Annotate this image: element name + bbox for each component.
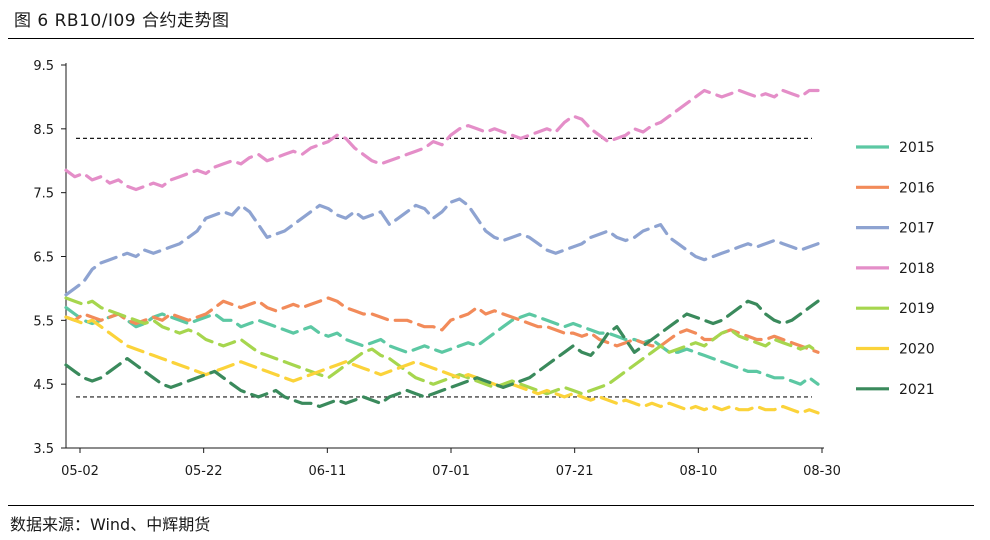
series-line-2021 [64, 299, 820, 409]
chart-title: 图 6 RB10/I09 合约走势图 [14, 11, 230, 31]
y-tick-label: 6.5 [33, 251, 54, 266]
series-line-2016 [64, 296, 820, 354]
bottom-rule [8, 505, 974, 506]
x-tick-label: 08-30 [803, 464, 841, 479]
y-tick-label: 7.5 [33, 187, 54, 202]
series-line-2017 [64, 197, 820, 297]
legend-label-2020: 2020 [899, 342, 935, 358]
x-tick-label: 06-11 [308, 464, 346, 479]
series-line-2015 [64, 306, 820, 386]
legend-label-2016: 2016 [899, 180, 935, 196]
legend-label-2021: 2021 [899, 382, 935, 398]
series-line-2020 [64, 315, 820, 415]
y-tick-label: 9.5 [33, 59, 54, 74]
top-rule [8, 38, 974, 39]
legend-label-2018: 2018 [899, 261, 935, 277]
x-tick-label: 05-02 [61, 464, 99, 479]
y-tick-label: 3.5 [33, 442, 54, 457]
y-tick-label: 4.5 [33, 378, 54, 393]
x-tick-label: 07-21 [556, 464, 594, 479]
x-tick-label: 07-01 [432, 464, 470, 479]
y-tick-label: 8.5 [33, 123, 54, 138]
legend-label-2017: 2017 [899, 221, 935, 237]
legend-label-2019: 2019 [899, 301, 935, 317]
legend-label-2015: 2015 [899, 140, 935, 156]
data-source: 数据来源：Wind、中辉期货 [10, 515, 211, 534]
x-tick-label: 05-22 [185, 464, 223, 479]
series-line-2018 [64, 88, 820, 192]
y-tick-label: 5.5 [33, 314, 54, 329]
x-tick-label: 08-10 [679, 464, 717, 479]
series-line-2019 [64, 296, 820, 396]
